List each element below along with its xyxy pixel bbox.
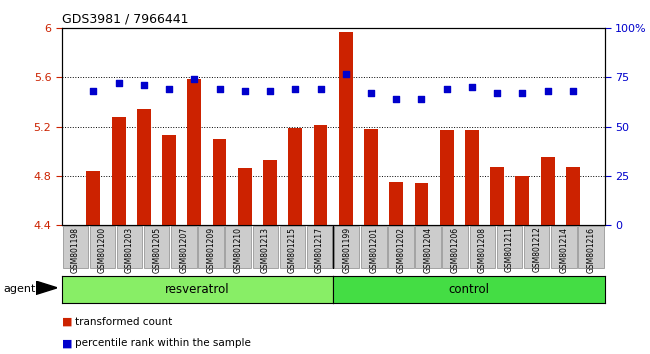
Bar [465, 130, 479, 354]
Point [315, 86, 326, 92]
FancyBboxPatch shape [578, 226, 604, 268]
FancyBboxPatch shape [253, 226, 278, 268]
Bar [187, 79, 202, 354]
Text: GSM801217: GSM801217 [315, 227, 324, 273]
Bar [213, 139, 226, 354]
Bar [313, 125, 328, 354]
FancyBboxPatch shape [334, 226, 359, 268]
Bar [440, 130, 454, 354]
Text: resveratrol: resveratrol [165, 283, 229, 296]
Text: GSM801206: GSM801206 [450, 227, 460, 273]
Text: GSM801215: GSM801215 [288, 227, 297, 273]
Bar [162, 135, 176, 354]
Text: GSM801200: GSM801200 [98, 227, 107, 273]
FancyBboxPatch shape [144, 226, 170, 268]
FancyBboxPatch shape [524, 226, 549, 268]
Point [214, 86, 225, 92]
FancyBboxPatch shape [198, 226, 224, 268]
Bar [137, 109, 151, 354]
Bar [263, 160, 277, 354]
FancyBboxPatch shape [470, 226, 495, 268]
Text: GSM801207: GSM801207 [179, 227, 188, 273]
FancyBboxPatch shape [551, 226, 577, 268]
Text: GSM801209: GSM801209 [207, 227, 216, 273]
Point [189, 76, 200, 82]
Text: GSM801203: GSM801203 [125, 227, 134, 273]
Bar [364, 129, 378, 354]
Point [517, 90, 528, 96]
Text: agent: agent [3, 284, 36, 293]
Text: GSM801202: GSM801202 [396, 227, 406, 273]
Text: GSM801211: GSM801211 [505, 227, 514, 273]
Text: ■: ■ [62, 317, 72, 327]
Point [113, 80, 124, 86]
FancyBboxPatch shape [388, 226, 413, 268]
Text: GSM801213: GSM801213 [261, 227, 270, 273]
Bar [490, 167, 504, 354]
Point [138, 82, 149, 88]
Text: GSM801204: GSM801204 [424, 227, 433, 273]
Text: GSM801210: GSM801210 [233, 227, 242, 273]
Point [567, 88, 578, 94]
Point [290, 86, 300, 92]
Point [265, 88, 275, 94]
Point [341, 71, 351, 76]
Point [88, 88, 99, 94]
FancyBboxPatch shape [62, 226, 88, 268]
FancyBboxPatch shape [171, 226, 196, 268]
Point [164, 86, 174, 92]
Text: GSM801205: GSM801205 [152, 227, 161, 273]
FancyBboxPatch shape [361, 226, 387, 268]
Bar [415, 183, 428, 354]
Point [240, 88, 250, 94]
FancyBboxPatch shape [117, 226, 142, 268]
Point [416, 96, 426, 102]
Text: GSM801216: GSM801216 [586, 227, 595, 273]
Bar [86, 171, 100, 354]
Text: ■: ■ [62, 338, 72, 348]
Text: GSM801199: GSM801199 [342, 227, 351, 273]
Text: GSM801212: GSM801212 [532, 227, 541, 273]
Bar [112, 117, 125, 354]
FancyBboxPatch shape [226, 226, 251, 268]
FancyBboxPatch shape [415, 226, 441, 268]
Point [492, 90, 502, 96]
Polygon shape [36, 281, 57, 295]
Bar [541, 157, 554, 354]
Point [441, 86, 452, 92]
FancyBboxPatch shape [280, 226, 305, 268]
Bar [339, 32, 353, 354]
Text: GDS3981 / 7966441: GDS3981 / 7966441 [62, 12, 188, 25]
Text: percentile rank within the sample: percentile rank within the sample [75, 338, 251, 348]
Bar [566, 167, 580, 354]
Text: transformed count: transformed count [75, 317, 172, 327]
Point [467, 84, 477, 90]
FancyBboxPatch shape [443, 226, 468, 268]
Point [366, 90, 376, 96]
Text: control: control [448, 283, 489, 296]
Text: GSM801214: GSM801214 [559, 227, 568, 273]
Point [391, 96, 402, 102]
FancyBboxPatch shape [307, 226, 332, 268]
Text: GSM801198: GSM801198 [71, 227, 80, 273]
Bar [389, 182, 403, 354]
Bar [238, 168, 252, 354]
Point [543, 88, 553, 94]
Text: GSM801208: GSM801208 [478, 227, 487, 273]
Text: GSM801201: GSM801201 [369, 227, 378, 273]
Bar [515, 176, 529, 354]
Bar [289, 128, 302, 354]
FancyBboxPatch shape [90, 226, 115, 268]
FancyBboxPatch shape [497, 226, 522, 268]
